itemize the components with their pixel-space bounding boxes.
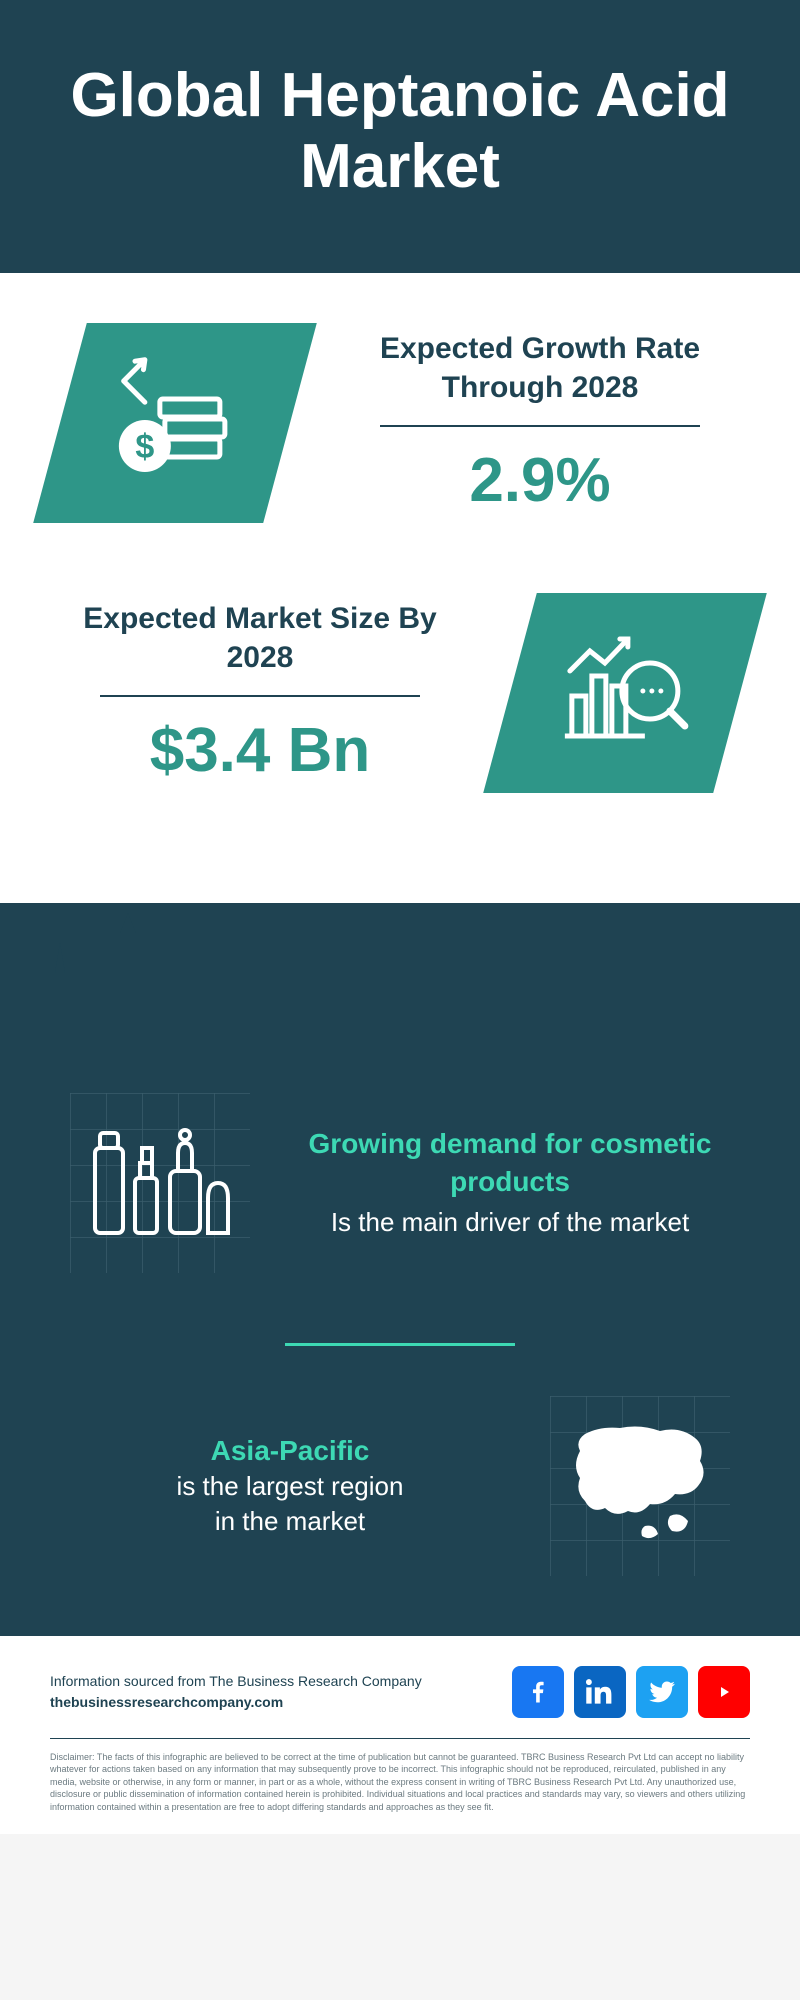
chart-magnifier-icon xyxy=(550,620,700,765)
svg-text:$: $ xyxy=(136,427,155,465)
driver-row: Growing demand for cosmetic products Is … xyxy=(0,1063,800,1313)
growth-label: Expected Growth Rate Through 2028 xyxy=(340,329,740,407)
driver-subtext: Is the main driver of the market xyxy=(290,1205,730,1240)
section-separator xyxy=(285,1343,515,1346)
region-row: Asia-Pacific is the largest region in th… xyxy=(0,1396,800,1576)
growth-icon-shape: $ xyxy=(33,323,317,523)
youtube-icon[interactable] xyxy=(698,1666,750,1718)
footer-top-row: Information sourced from The Business Re… xyxy=(50,1666,750,1718)
market-size-divider xyxy=(100,695,420,697)
growth-value: 2.9% xyxy=(340,445,740,516)
region-subtext-1: is the largest region xyxy=(70,1469,510,1504)
infographic-container: Global Heptanoic Acid Market $ Expected … xyxy=(0,0,800,1834)
linkedin-icon[interactable] xyxy=(574,1666,626,1718)
footer-divider xyxy=(50,1738,750,1739)
source-line-1: Information sourced from The Business Re… xyxy=(50,1671,422,1692)
market-size-icon-shape xyxy=(483,593,767,793)
source-line-2: thebusinessresearchcompany.com xyxy=(50,1692,422,1713)
source-text: Information sourced from The Business Re… xyxy=(50,1671,422,1713)
growth-divider xyxy=(380,425,700,427)
market-size-label: Expected Market Size By 2028 xyxy=(60,599,460,677)
footer-section: Information sourced from The Business Re… xyxy=(0,1636,800,1834)
stats-section: $ Expected Growth Rate Through 2028 2.9% xyxy=(0,273,800,903)
page-title: Global Heptanoic Acid Market xyxy=(40,60,760,203)
asia-map-icon xyxy=(550,1396,730,1576)
region-text-block: Asia-Pacific is the largest region in th… xyxy=(70,1432,510,1540)
skyline-silhouette xyxy=(0,903,800,1063)
disclaimer-text: Disclaimer: The facts of this infographi… xyxy=(50,1751,750,1814)
growth-stat-row: $ Expected Growth Rate Through 2028 2.9% xyxy=(60,323,740,523)
header-section: Global Heptanoic Acid Market xyxy=(0,0,800,273)
dark-section: Growing demand for cosmetic products Is … xyxy=(0,903,800,1636)
facebook-icon[interactable] xyxy=(512,1666,564,1718)
social-icons-group xyxy=(512,1666,750,1718)
driver-highlight: Growing demand for cosmetic products xyxy=(290,1125,730,1201)
cosmetics-icon xyxy=(70,1093,250,1273)
growth-text-block: Expected Growth Rate Through 2028 2.9% xyxy=(340,329,740,516)
region-subtext-2: in the market xyxy=(70,1504,510,1539)
market-size-stat-row: Expected Market Size By 2028 $3.4 Bn xyxy=(60,593,740,793)
region-highlight: Asia-Pacific xyxy=(70,1432,510,1470)
dollar-coins-arrow-icon: $ xyxy=(105,350,245,495)
market-size-text-block: Expected Market Size By 2028 $3.4 Bn xyxy=(60,599,460,786)
market-size-value: $3.4 Bn xyxy=(60,715,460,786)
twitter-icon[interactable] xyxy=(636,1666,688,1718)
driver-text-block: Growing demand for cosmetic products Is … xyxy=(290,1125,730,1240)
